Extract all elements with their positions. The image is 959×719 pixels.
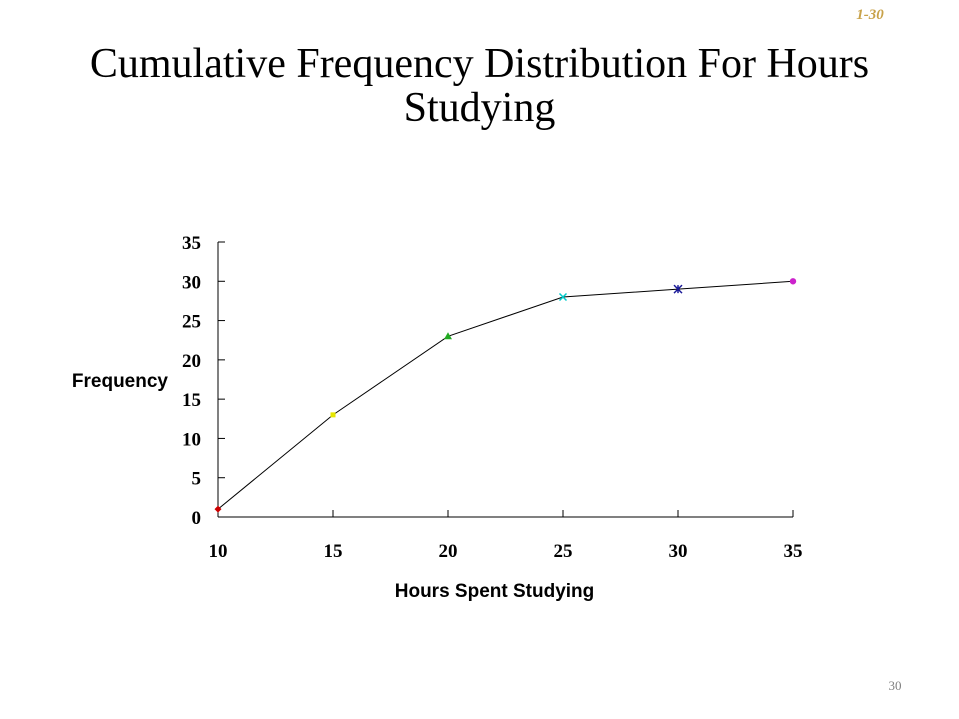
y-tick-label-25: 25 (182, 312, 201, 333)
y-tick-label-10: 10 (182, 429, 201, 450)
x-tick-label-25: 25 (554, 541, 573, 562)
data-point-10 (214, 505, 222, 513)
x-tick-label-30: 30 (669, 541, 688, 562)
y-tick-label-35: 35 (182, 233, 201, 254)
x-tick-label-15: 15 (324, 541, 343, 562)
data-point-35 (789, 278, 797, 285)
series-line-0 (217, 280, 794, 510)
x-tick-label-35: 35 (784, 541, 803, 562)
chart-ticks: 0 5 10 15 20 25 30 35 10 15 20 25 30 35 (182, 233, 803, 562)
chart-series (214, 278, 797, 513)
y-axis-title: Frequency (72, 371, 169, 392)
data-point-20 (444, 332, 452, 340)
y-tick-label-15: 15 (182, 390, 201, 411)
y-tick-label-30: 30 (182, 272, 201, 293)
data-point-15 (330, 412, 336, 418)
y-tick-label-20: 20 (182, 351, 201, 372)
data-point-25 (558, 292, 568, 302)
slide-title-line1: Cumulative Frequency Distribution For Ho… (89, 41, 870, 87)
slide-title: Cumulative Frequency Distribution For Ho… (0, 42, 959, 130)
x-tick-label-10: 10 (209, 541, 228, 562)
x-tick-label-20: 20 (439, 541, 458, 562)
y-tick-label-0: 0 (192, 508, 202, 529)
chart-axes (217, 242, 793, 518)
page-number: 30 (888, 678, 902, 693)
slide-title-line2: Studying (403, 85, 556, 131)
x-axis-title: Hours Spent Studying (395, 581, 595, 602)
y-tick-label-5: 5 (192, 469, 202, 490)
slide-label: 1-30 (856, 7, 884, 23)
data-point-30 (673, 284, 683, 294)
